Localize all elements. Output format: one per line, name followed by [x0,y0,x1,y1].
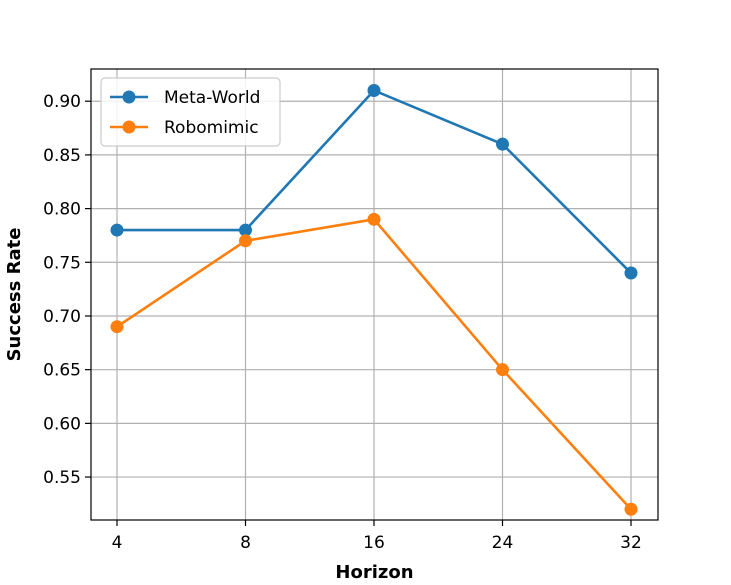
legend-marker-robomimic [122,120,136,134]
grid [91,69,658,520]
x-tick-label: 32 [620,533,642,553]
y-tick-label: 0.70 [43,307,81,327]
y-axis-label: Success Rate [4,228,25,362]
x-tick-label: 8 [240,533,251,553]
data-point-meta-world [110,223,124,237]
legend-box [100,77,281,147]
data-point-meta-world [239,223,252,237]
y-tick-label: 0.65 [43,361,81,381]
y-tick-label: 0.80 [43,200,81,220]
data-point-meta-world [624,266,638,280]
x-tick-label: 16 [363,533,385,553]
legend: Meta-World Robomimic [100,77,281,147]
data-point-meta-world [496,137,509,151]
x-tick-label: 24 [492,533,514,553]
y-tick-label: 0.75 [43,253,81,273]
series-lines [110,83,638,516]
data-point-robomimic [624,502,638,516]
data-point-robomimic [110,320,124,334]
legend-marker-meta-world [122,90,136,104]
x-axis-label: Horizon [335,562,413,583]
legend-label-meta-world: Meta-World [164,88,260,108]
legend-label-robomimic: Robomimic [164,118,259,138]
y-tick-label: 0.55 [43,468,81,488]
data-point-meta-world [367,83,381,97]
data-point-robomimic [496,363,509,377]
data-point-robomimic [367,212,381,226]
y-tick-label: 0.90 [43,92,81,112]
x-tick-label: 4 [112,533,123,553]
axis-ticks: 4 8 16 24 32 0.55 0.60 0.65 0.70 0.75 0.80 0.85 0.90 [43,92,642,553]
y-tick-label: 0.85 [43,146,81,166]
y-tick-label: 0.60 [43,414,81,434]
data-point-robomimic [239,234,252,248]
